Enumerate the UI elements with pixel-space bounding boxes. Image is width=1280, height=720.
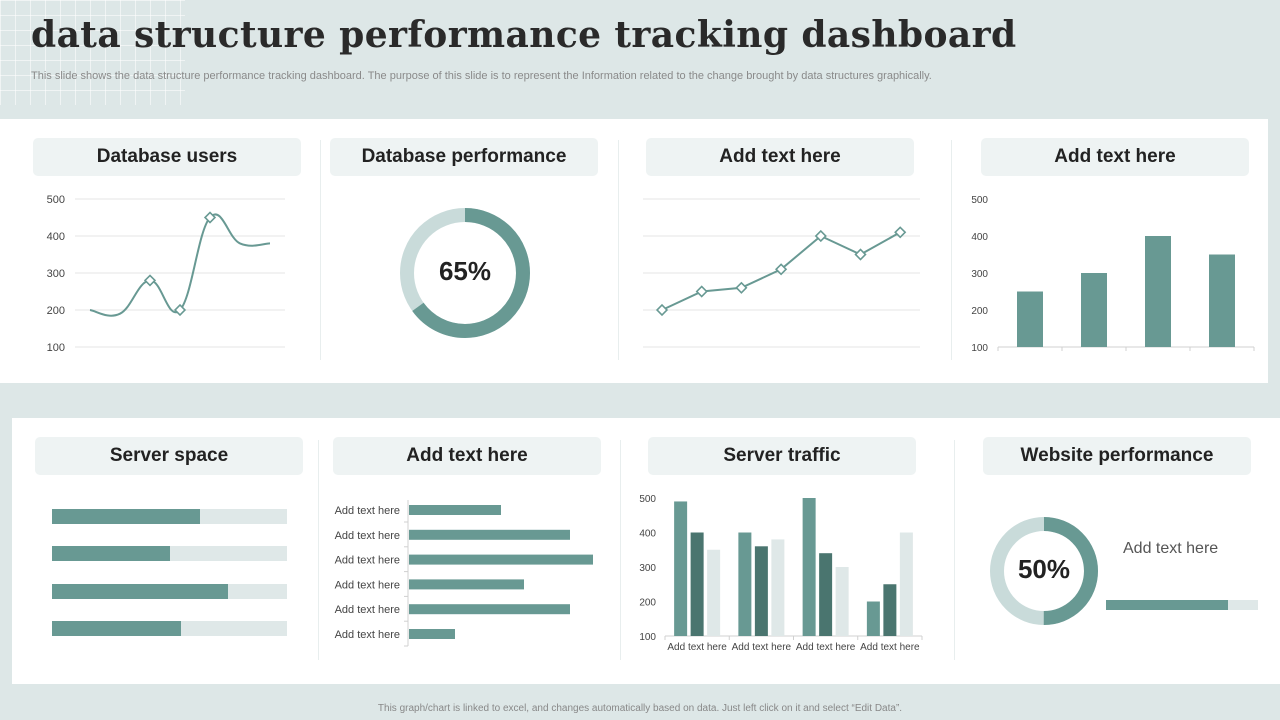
y-tick-label: 500	[639, 494, 656, 505]
card-title-server-space: Server space	[35, 437, 303, 475]
server-space-track	[52, 546, 287, 562]
y-tick-label: 200	[639, 598, 656, 609]
bar	[1209, 254, 1235, 347]
card-title-website-performance: Website performance	[983, 437, 1251, 475]
divider	[618, 140, 619, 360]
server-space-track	[52, 583, 287, 599]
footer-note: This graph/chart is linked to excel, and…	[377, 703, 903, 714]
bar	[738, 532, 752, 636]
x-tick-label: Add text here	[860, 642, 920, 653]
x-tick-label: Add text here	[667, 642, 727, 653]
y-tick-label: 300	[639, 563, 656, 574]
category-label: Add text here	[335, 604, 400, 616]
server-space-bar	[52, 546, 170, 562]
card-title-database-users: Database users	[33, 138, 301, 176]
bar	[802, 498, 816, 636]
x-tick-label: Add text here	[732, 642, 792, 653]
card-title-database-performance: Database performance	[330, 138, 598, 176]
bar	[819, 553, 833, 636]
bar	[707, 549, 721, 636]
category-label: Add text here	[335, 505, 400, 517]
bar	[674, 501, 688, 636]
data-point	[203, 211, 217, 224]
bar	[899, 532, 913, 636]
card-title-add-text-6: Add text here	[333, 437, 601, 475]
website-performance-value: 50%	[1017, 554, 1071, 584]
website-performance-progress-fill	[1106, 600, 1228, 610]
bar	[409, 604, 570, 615]
y-tick-label: 100	[47, 342, 65, 354]
category-label: Add text here	[335, 555, 400, 567]
data-point	[814, 229, 827, 243]
database-performance-slice	[400, 208, 530, 338]
card-title-add-text-3: Add text here	[646, 138, 914, 176]
bar	[409, 505, 501, 515]
y-tick-label: 400	[47, 231, 65, 243]
bar	[771, 539, 785, 636]
y-tick-label: 500	[47, 194, 65, 206]
page-subtitle: This slide shows the data structure perf…	[31, 70, 932, 82]
divider	[951, 140, 952, 360]
bar	[409, 554, 593, 565]
website-performance-slice	[990, 517, 1098, 625]
y-tick-label: 200	[971, 306, 988, 317]
server-space-bar	[52, 583, 229, 599]
data-point	[775, 263, 788, 276]
y-tick-label: 500	[971, 195, 988, 206]
y-tick-label: 200	[47, 305, 65, 317]
bar	[1145, 236, 1171, 347]
data-point	[655, 303, 669, 317]
bar	[409, 529, 570, 540]
bar	[409, 629, 455, 639]
y-tick-label: 300	[47, 268, 65, 280]
bar	[1081, 273, 1107, 347]
data-point	[695, 285, 708, 298]
bar	[690, 532, 704, 636]
card-title-server-traffic: Server traffic	[648, 437, 916, 475]
x-tick-label: Add text here	[796, 642, 856, 653]
y-tick-label: 300	[971, 269, 988, 280]
bar	[1017, 291, 1043, 347]
y-tick-label: 100	[639, 632, 656, 643]
website-performance-note: Add text here	[1123, 540, 1219, 557]
bar	[835, 567, 849, 636]
bar	[409, 579, 524, 590]
data-point	[735, 281, 748, 294]
data-point	[143, 274, 157, 287]
server-space-bar	[52, 620, 182, 636]
server-space-bar	[52, 509, 201, 524]
y-tick-label: 400	[971, 232, 988, 243]
data-point	[854, 248, 867, 261]
bar	[883, 584, 897, 636]
bar	[866, 601, 880, 636]
category-label: Add text here	[335, 579, 400, 591]
data-point	[894, 226, 907, 239]
page-title: data structure performance tracking dash…	[31, 14, 1017, 56]
y-tick-label: 100	[971, 343, 988, 354]
category-label: Add text here	[335, 530, 400, 542]
server-space-track	[52, 620, 287, 636]
bar	[754, 546, 768, 636]
divider	[320, 140, 321, 360]
y-tick-label: 400	[639, 529, 656, 540]
data-point	[173, 303, 187, 317]
database-performance-value: 65%	[438, 256, 492, 286]
divider	[318, 440, 319, 660]
divider	[954, 440, 955, 660]
decorative-grid	[0, 0, 185, 105]
category-label: Add text here	[335, 629, 400, 641]
divider	[620, 440, 621, 660]
card-title-add-text-4: Add text here	[981, 138, 1249, 176]
server-space-track	[52, 509, 287, 524]
website-performance-progress-track	[1106, 600, 1258, 610]
